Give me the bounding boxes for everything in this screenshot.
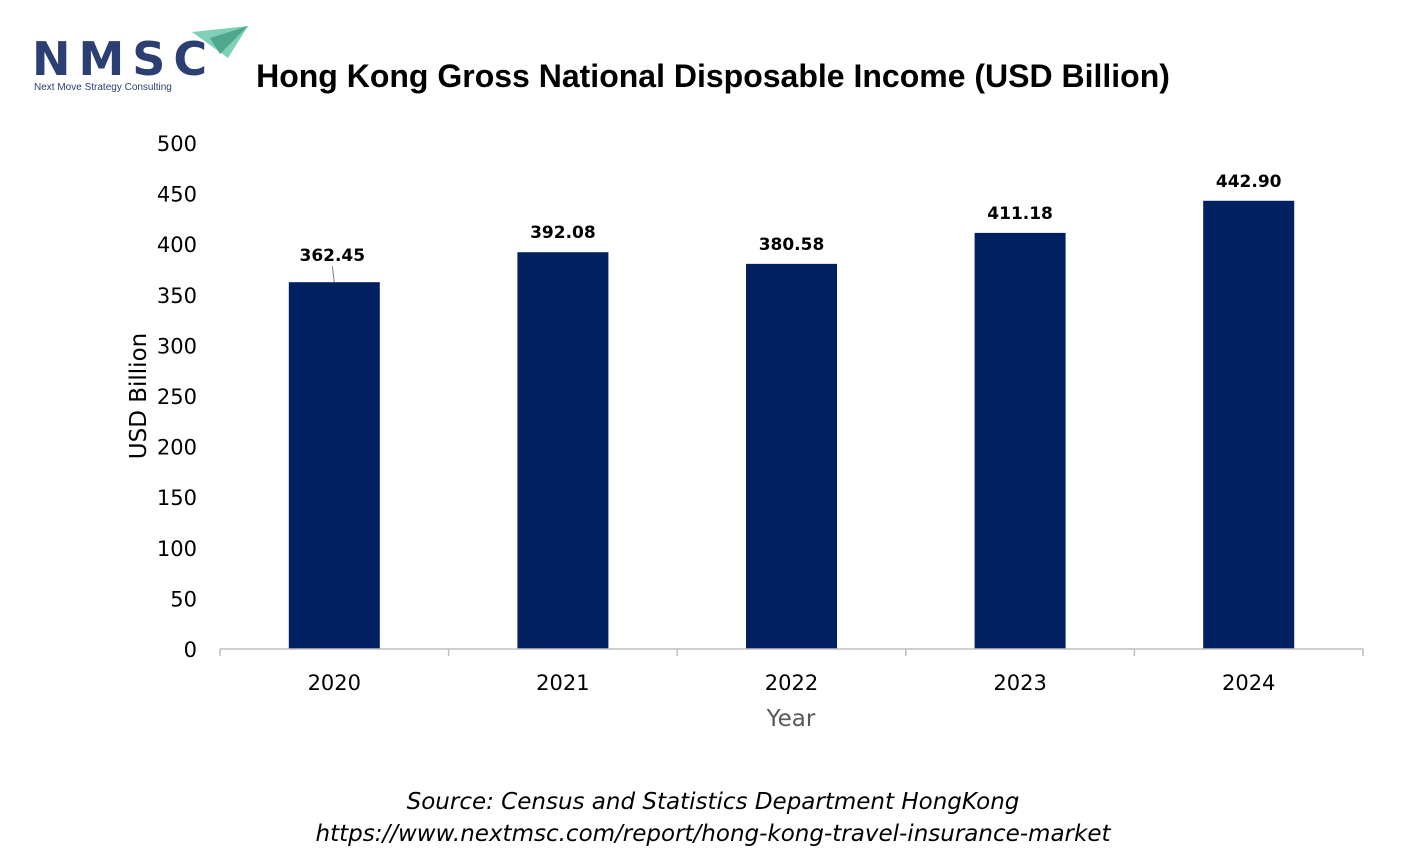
- bars: [288, 200, 1295, 650]
- y-tick-label: 50: [170, 587, 197, 611]
- y-tick-label: 500: [157, 132, 197, 156]
- source-url: https://www.nextmsc.com/report/hong-kong…: [315, 821, 1111, 847]
- y-tick-label: 300: [157, 334, 197, 358]
- leader-line: [331, 266, 335, 283]
- source-line: Source: Census and Statistics Department…: [406, 789, 1020, 815]
- logo-tagline: Next Move Strategy Consulting: [34, 82, 172, 93]
- y-tick-label: 400: [157, 233, 197, 257]
- x-tick-label: 2024: [1222, 671, 1275, 695]
- chart-title: Hong Kong Gross National Disposable Inco…: [256, 58, 1170, 94]
- y-tick-label: 350: [157, 284, 197, 308]
- y-axis-label: USD Billion: [126, 333, 152, 459]
- value-label: 411.18: [987, 204, 1053, 224]
- x-tick-label: 2021: [536, 671, 589, 695]
- bar-2022: [746, 263, 837, 649]
- bar-2021: [517, 252, 609, 650]
- x-tick-label: 2023: [993, 671, 1046, 695]
- nmsc-logo: NMSC Next Move Strategy Consulting: [30, 24, 248, 96]
- y-tick-label: 250: [157, 385, 197, 409]
- bar-2024: [1203, 200, 1295, 649]
- y-tick-label: 0: [184, 638, 197, 662]
- bar-2020: [288, 282, 380, 649]
- value-label: 362.45: [299, 246, 365, 266]
- x-tick-label: 2020: [308, 671, 361, 695]
- bar-2023: [974, 232, 1066, 649]
- logo-mark: NMSC: [32, 32, 216, 86]
- x-axis-label: Year: [766, 706, 816, 732]
- paper-plane-icon: [192, 26, 248, 58]
- y-tick-label: 150: [157, 486, 197, 510]
- value-label: 442.90: [1216, 172, 1282, 192]
- value-label: 392.08: [530, 223, 596, 243]
- y-tick-label: 100: [157, 537, 197, 561]
- y-tick-label: 200: [157, 436, 197, 460]
- value-label: 380.58: [759, 235, 825, 255]
- y-axis-ticks: 0 50 100 150 200 250 300 350 400 450 500: [157, 132, 197, 662]
- source-note: Source: Census and Statistics Department…: [0, 786, 1426, 850]
- y-tick-label: 450: [157, 183, 197, 207]
- x-tick-label: 2022: [765, 671, 818, 695]
- x-axis-ticks: 2020 2021 2022 2023 2024: [219, 649, 1364, 695]
- value-labels: 362.45 392.08 380.58 411.18 442.90: [299, 172, 1282, 283]
